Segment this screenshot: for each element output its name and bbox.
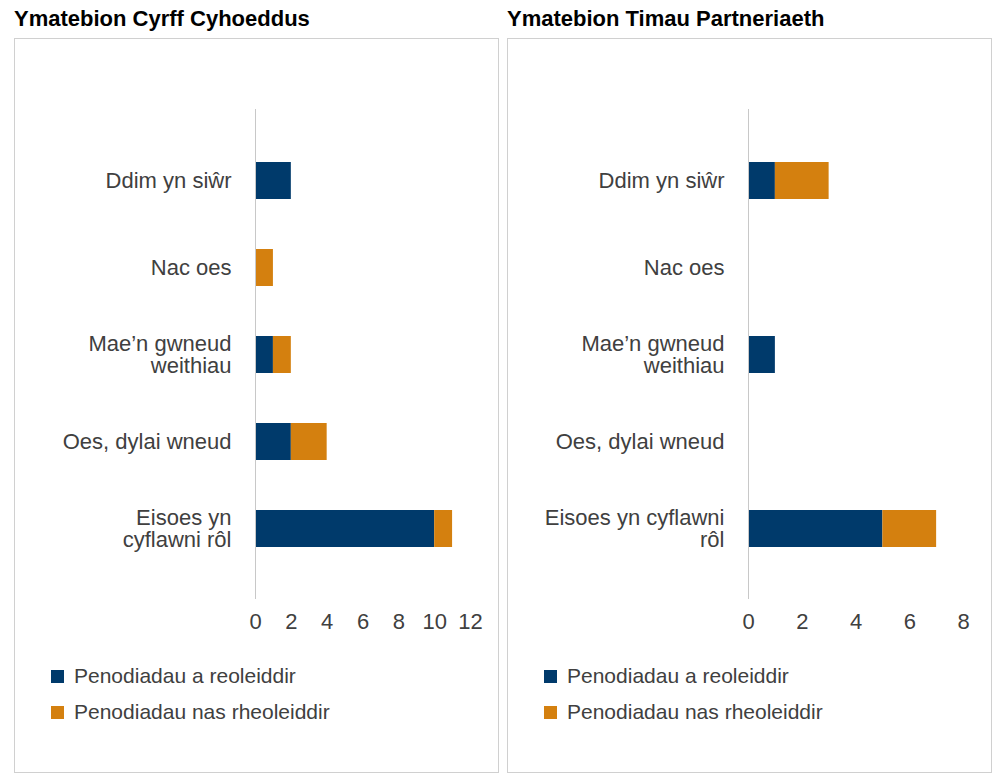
svg-text:0: 0 <box>249 609 261 634</box>
html-text:Penodiadau nas rheoleiddir: Penodiadau nas rheoleiddir <box>567 700 823 723</box>
svg-text:2: 2 <box>285 609 297 634</box>
svg-text:Ddim yn siŵr: Ddim yn siŵr <box>599 168 725 193</box>
svg-text:4: 4 <box>321 609 333 634</box>
svg-text:Mae’n gwneudweithiau: Mae’n gwneudweithiau <box>88 331 231 378</box>
svg-text:Eisoes yn cyflawnirôl: Eisoes yn cyflawnirôl <box>545 505 725 552</box>
svg-text:8: 8 <box>393 609 405 634</box>
svg-text:Oes, dylai wneud: Oes, dylai wneud <box>63 429 232 454</box>
html-text:Penodiadau a reoleiddir: Penodiadau a reoleiddir <box>567 664 789 687</box>
svg-text:Eisoes yncyflawni rôl: Eisoes yncyflawni rôl <box>123 505 232 552</box>
html-text:Penodiadau nas rheoleiddir: Penodiadau nas rheoleiddir <box>74 700 330 723</box>
svg-text:10: 10 <box>422 609 446 634</box>
svg-text:Mae’n gwneudweithiau: Mae’n gwneudweithiau <box>581 331 724 378</box>
svg-text:6: 6 <box>904 609 916 634</box>
svg-text:Oes, dylai wneud: Oes, dylai wneud <box>556 429 725 454</box>
html-text:Ymatebion Cyrff Cyhoeddus: Ymatebion Cyrff Cyhoeddus <box>14 6 310 31</box>
html-text:Penodiadau a reoleiddir: Penodiadau a reoleiddir <box>74 664 296 687</box>
svg-text:Ddim yn siŵr: Ddim yn siŵr <box>106 168 232 193</box>
svg-text:8: 8 <box>957 609 969 634</box>
svg-text:6: 6 <box>357 609 369 634</box>
svg-text:2: 2 <box>796 609 808 634</box>
html-text:Ymatebion Timau Partneriaeth: Ymatebion Timau Partneriaeth <box>507 6 825 31</box>
svg-text:4: 4 <box>850 609 862 634</box>
svg-text:Nac oes: Nac oes <box>151 255 232 280</box>
svg-text:12: 12 <box>458 609 482 634</box>
svg-text:0: 0 <box>742 609 754 634</box>
svg-text:Nac oes: Nac oes <box>644 255 725 280</box>
